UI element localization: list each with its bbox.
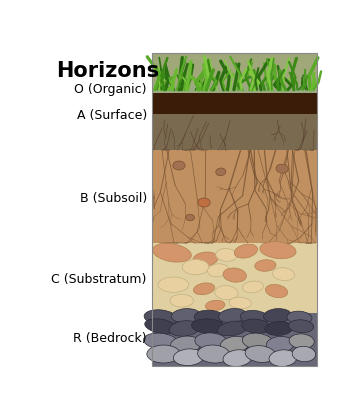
Ellipse shape [216, 249, 237, 261]
Ellipse shape [287, 311, 312, 324]
Bar [152, 243, 317, 313]
Ellipse shape [170, 294, 193, 307]
Ellipse shape [255, 260, 276, 271]
Ellipse shape [234, 244, 257, 258]
Ellipse shape [182, 259, 209, 275]
Ellipse shape [192, 319, 225, 334]
Text: C (Substratum): C (Substratum) [51, 273, 147, 286]
Ellipse shape [242, 333, 273, 349]
Ellipse shape [242, 281, 264, 293]
Ellipse shape [195, 333, 227, 349]
Ellipse shape [186, 215, 194, 221]
Ellipse shape [198, 345, 230, 363]
Text: A (Surface): A (Surface) [77, 109, 147, 122]
Text: O (Organic): O (Organic) [74, 83, 147, 96]
Ellipse shape [193, 252, 218, 266]
Bar [152, 313, 317, 366]
Ellipse shape [194, 283, 215, 295]
Ellipse shape [144, 333, 178, 349]
Bar [152, 85, 317, 93]
Ellipse shape [169, 321, 200, 336]
Ellipse shape [171, 309, 201, 323]
Ellipse shape [217, 321, 248, 336]
Ellipse shape [265, 321, 293, 335]
Bar [152, 93, 317, 114]
Bar [152, 114, 317, 151]
Ellipse shape [260, 242, 296, 259]
Ellipse shape [144, 310, 177, 325]
Ellipse shape [289, 334, 314, 349]
Ellipse shape [245, 346, 276, 362]
Bar [152, 53, 317, 93]
Ellipse shape [194, 310, 225, 325]
Ellipse shape [269, 350, 297, 366]
Ellipse shape [145, 319, 177, 334]
Text: Horizons: Horizons [56, 61, 159, 81]
Ellipse shape [147, 345, 180, 363]
Ellipse shape [292, 347, 316, 362]
Ellipse shape [273, 268, 295, 281]
Ellipse shape [266, 337, 294, 352]
Ellipse shape [198, 198, 210, 207]
Text: R (Bedrock): R (Bedrock) [73, 332, 147, 346]
Ellipse shape [276, 164, 288, 173]
Ellipse shape [220, 336, 249, 352]
Ellipse shape [215, 286, 238, 300]
Ellipse shape [206, 300, 225, 310]
Ellipse shape [289, 320, 314, 333]
Ellipse shape [173, 161, 185, 170]
Ellipse shape [229, 297, 251, 309]
Bar [152, 53, 317, 366]
Ellipse shape [207, 264, 229, 277]
Bar [152, 151, 317, 243]
Ellipse shape [242, 319, 271, 333]
Ellipse shape [219, 308, 246, 323]
Ellipse shape [158, 277, 189, 292]
Ellipse shape [240, 310, 269, 325]
Ellipse shape [223, 350, 252, 366]
Text: B (Subsoil): B (Subsoil) [80, 192, 147, 205]
Ellipse shape [171, 336, 201, 353]
Ellipse shape [265, 285, 288, 298]
Ellipse shape [153, 243, 191, 262]
Ellipse shape [216, 168, 226, 176]
Ellipse shape [223, 268, 246, 282]
Ellipse shape [174, 349, 204, 366]
Ellipse shape [264, 309, 291, 323]
